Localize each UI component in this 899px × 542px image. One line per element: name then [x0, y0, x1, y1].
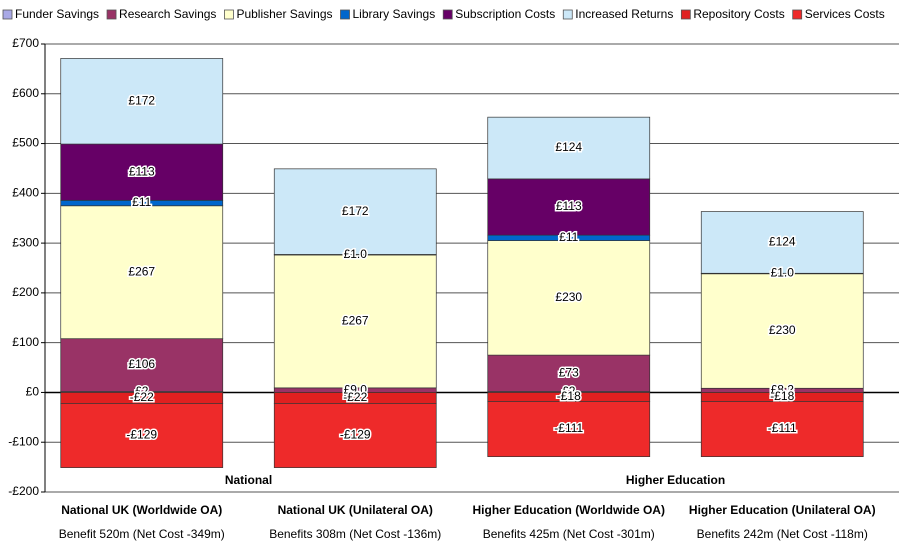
value-label: £2 — [135, 384, 149, 398]
legend-label: Funder Savings — [15, 7, 99, 21]
legend-label: Increased Returns — [575, 7, 673, 21]
y-tick-label: £100 — [12, 335, 39, 349]
legend-swatch — [442, 9, 453, 20]
value-label: £73 — [559, 365, 579, 379]
x-tick-label: National UK (Unilateral OA) — [278, 503, 433, 517]
value-label: -£129 — [126, 428, 157, 442]
legend-swatch — [106, 9, 117, 20]
bar-segment — [273, 403, 437, 468]
bar-segment — [700, 401, 864, 458]
bar-segment — [60, 205, 224, 340]
y-tick-label: £400 — [12, 186, 39, 200]
y-tick-label: -£200 — [8, 484, 39, 498]
bar-segment — [487, 240, 651, 356]
value-label: £11 — [559, 230, 578, 244]
bar-segment — [60, 403, 224, 468]
y-tick-label: £200 — [12, 285, 39, 299]
category-note: Benefit 520m (Net Cost -349m) — [59, 527, 225, 541]
value-label: -£111 — [768, 421, 797, 435]
value-label: £172 — [342, 204, 369, 218]
x-tick-label: Higher Education (Unilateral OA) — [689, 503, 876, 517]
value-label: -£18 — [557, 389, 581, 403]
bar-segment — [487, 401, 651, 458]
value-label: -£129 — [340, 428, 371, 442]
value-label: £113 — [129, 164, 155, 178]
value-label: £0.2 — [771, 385, 795, 399]
bar-segment — [273, 254, 437, 389]
bar-segment — [700, 273, 864, 389]
bar-segment — [273, 168, 437, 255]
legend-label: Publisher Savings — [236, 7, 332, 21]
legend-swatch — [2, 9, 13, 20]
y-tick-label: -£100 — [8, 434, 39, 448]
y-tick-label: £0 — [26, 385, 40, 399]
value-label: £9.0 — [344, 382, 368, 396]
bar-segment — [60, 143, 224, 201]
legend-swatch — [224, 9, 234, 20]
value-label: £0.2 — [344, 385, 368, 399]
legend-label: Subscription Costs — [455, 7, 555, 21]
bar-segment — [487, 354, 651, 392]
value-label: £230 — [555, 290, 582, 304]
value-label: £106 — [128, 357, 155, 371]
value-label: £1.0 — [771, 266, 795, 280]
category-note: Benefits 308m (Net Cost -136m) — [269, 527, 441, 541]
legend-swatch — [680, 9, 691, 20]
value-label: £2 — [562, 384, 576, 398]
legend-label: Repository Costs — [693, 7, 784, 21]
value-label: -£18 — [770, 389, 794, 403]
y-tick-label: £300 — [12, 235, 39, 249]
y-tick-label: £600 — [12, 86, 39, 100]
value-label: £113 — [556, 199, 582, 213]
bar-segment — [700, 211, 864, 274]
group-label: National — [225, 473, 272, 487]
group-label: Higher Education — [626, 473, 725, 487]
value-label: £1.0 — [344, 247, 368, 261]
x-tick-label: National UK (Worldwide OA) — [61, 503, 222, 517]
legend-swatch — [562, 9, 573, 20]
bar-segment — [487, 116, 651, 180]
value-label: £267 — [342, 314, 369, 328]
x-tick-label: Higher Education (Worldwide OA) — [473, 503, 665, 517]
category-note: Benefits 242m (Net Cost -118m) — [697, 527, 868, 541]
value-label: £124 — [769, 235, 796, 249]
y-tick-label: £500 — [12, 136, 39, 150]
value-label: £124 — [555, 140, 582, 154]
legend-swatch — [340, 9, 350, 20]
value-label: £8.2 — [771, 382, 795, 396]
bar-segment — [60, 58, 224, 145]
value-label: £230 — [769, 323, 796, 337]
value-label: £11 — [132, 195, 151, 209]
y-tick-label: £700 — [12, 36, 39, 50]
legend-label: Library Savings — [353, 7, 436, 21]
value-label: -£22 — [343, 390, 367, 404]
legend-label: Services Costs — [805, 7, 885, 21]
legend-label: Research Savings — [119, 7, 216, 21]
value-label: £172 — [128, 93, 155, 107]
value-label: -£22 — [130, 390, 154, 404]
legend-swatch — [792, 9, 803, 20]
bar-segment — [487, 178, 651, 236]
value-label: -£111 — [554, 421, 583, 435]
bar-segment — [60, 338, 224, 392]
value-label: £267 — [128, 264, 155, 278]
category-note: Benefits 425m (Net Cost -301m) — [483, 527, 655, 541]
